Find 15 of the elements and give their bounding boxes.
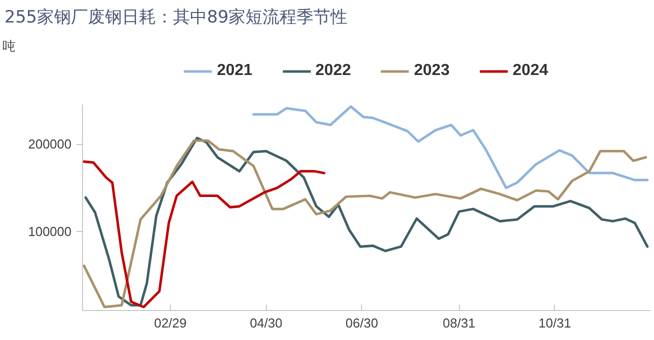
legend-label: 2022 bbox=[315, 62, 351, 80]
legend-label: 2023 bbox=[414, 62, 450, 80]
legend-label: 2021 bbox=[216, 62, 252, 80]
line-series bbox=[82, 160, 326, 308]
x-tick-label: 04/30 bbox=[250, 316, 282, 330]
chart-title: 255家钢厂废钢日耗：其中89家短流程季节性 bbox=[4, 8, 348, 28]
x-tick-label: 08/31 bbox=[442, 316, 476, 330]
x-tick-label: 10/31 bbox=[538, 316, 572, 330]
line-series bbox=[252, 105, 649, 190]
legend-label: 2024 bbox=[512, 62, 548, 80]
y-axis-title: 吨 bbox=[2, 40, 16, 54]
x-tick-label: 02/29 bbox=[154, 316, 187, 330]
x-tick-label: 06/30 bbox=[346, 316, 378, 330]
y-tick-label: 200000 bbox=[28, 136, 72, 152]
y-tick-label: 100000 bbox=[28, 224, 72, 240]
